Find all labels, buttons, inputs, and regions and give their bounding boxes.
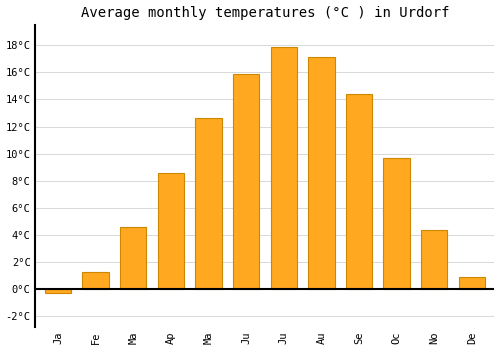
Bar xyxy=(270,47,297,289)
Bar xyxy=(45,289,71,293)
Bar xyxy=(196,118,222,289)
Bar xyxy=(120,227,146,289)
Title: Average monthly temperatures (°C ) in Urdorf: Average monthly temperatures (°C ) in Ur… xyxy=(80,6,449,20)
Bar xyxy=(82,272,109,289)
Bar xyxy=(308,57,334,289)
Bar xyxy=(421,230,448,289)
Bar xyxy=(233,74,260,289)
Bar xyxy=(346,94,372,289)
Bar xyxy=(384,158,410,289)
Bar xyxy=(458,277,485,289)
Bar xyxy=(158,173,184,289)
